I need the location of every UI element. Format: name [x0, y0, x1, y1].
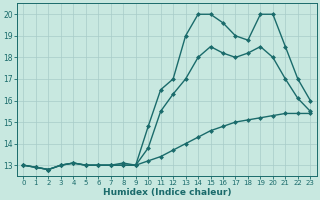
X-axis label: Humidex (Indice chaleur): Humidex (Indice chaleur)	[103, 188, 231, 197]
